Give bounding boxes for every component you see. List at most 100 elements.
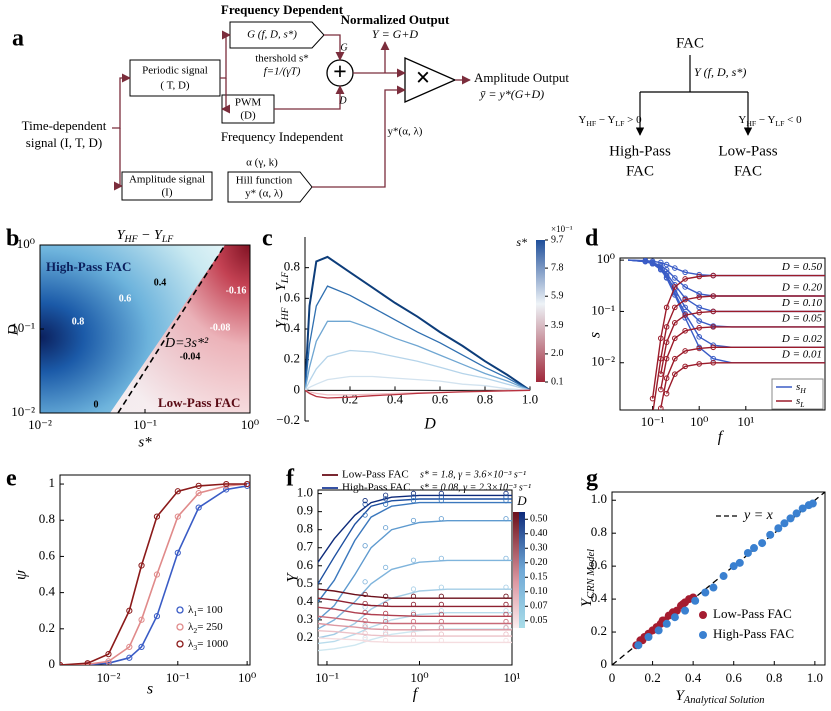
x-tick-label: 10⁰ (410, 670, 428, 685)
contour-label: 0 (94, 399, 99, 410)
contour-label: -0.04 (180, 351, 201, 362)
point (362, 543, 368, 549)
diagram-label: Hill function (236, 175, 293, 187)
point (682, 284, 688, 290)
line (305, 320, 530, 391)
line (660, 310, 825, 375)
point (644, 632, 653, 641)
point (383, 496, 389, 502)
legend-marker (699, 611, 707, 619)
diagram-label: Frequency Independent (221, 129, 344, 144)
x-axis-label: D (423, 416, 436, 433)
text-part: = 250 (197, 621, 223, 633)
diagram-label: Y = G+D (372, 27, 419, 41)
diagram-label: FAC (676, 35, 704, 51)
plot-frame (619, 257, 826, 411)
legend-label: λ1= 100 (188, 604, 223, 618)
y-tick-label: 0.2 (591, 623, 607, 638)
point (383, 625, 389, 631)
legend-label: λ2= 250 (188, 621, 223, 635)
point (362, 498, 368, 504)
legend-params: s* = 0.08, γ = 2.3×10⁻³ s⁻¹ (420, 482, 531, 493)
y-tick-label: 0.7 (297, 539, 314, 554)
point (362, 591, 368, 598)
line (305, 349, 530, 391)
legend-marker (176, 640, 184, 648)
point (634, 641, 643, 650)
point (774, 524, 783, 533)
point (503, 593, 509, 599)
colorbar-tick-label: 0.1 (551, 376, 564, 387)
text-part: < 0 (784, 114, 802, 126)
point (362, 600, 368, 607)
legend-label: High-Pass FAC (713, 626, 794, 641)
point (410, 517, 417, 524)
amplitude-box (121, 171, 213, 201)
chart-title: YHF − YLF (117, 228, 175, 245)
point (657, 405, 664, 410)
x-tick-label: 0.2 (342, 391, 358, 406)
text-part: λ (188, 638, 194, 650)
subscript: HF (280, 306, 291, 321)
point (672, 355, 678, 362)
point (438, 608, 444, 614)
x-tick-label: 1.0 (807, 670, 823, 685)
y-tick-label: 10⁻² (591, 354, 615, 369)
text-part: Y (117, 228, 127, 243)
x-tick-label: 10⁰ (690, 414, 708, 429)
point (410, 631, 417, 637)
x-tick-label: 0.8 (477, 391, 493, 406)
point (663, 304, 670, 311)
point (642, 258, 649, 265)
legend-marker (699, 631, 707, 639)
line (305, 285, 530, 391)
point (410, 557, 417, 563)
diagram-label: thershold s* (255, 53, 308, 65)
text-part: s (796, 381, 800, 393)
point (438, 498, 444, 504)
y-tick-label: 10⁻¹ (11, 320, 35, 335)
point (682, 276, 688, 282)
y-tick-label: 0.6 (297, 557, 314, 572)
point (410, 601, 417, 607)
colorbar-high (519, 512, 525, 628)
legend-box (771, 378, 824, 410)
point (709, 583, 718, 592)
point (654, 626, 663, 635)
point (682, 363, 688, 370)
text-part: Y (579, 597, 595, 607)
point (362, 630, 368, 636)
point (672, 320, 678, 326)
line (305, 375, 530, 391)
x-tick-label: 1.0 (522, 391, 538, 406)
x-tick-label: 10⁰ (241, 417, 259, 432)
curve-label: D = 0.05 (781, 312, 823, 324)
boundary-line (117, 244, 226, 414)
colorbar-tick-label: 0.05 (530, 615, 548, 626)
connector (274, 85, 345, 110)
point (438, 611, 444, 617)
point (410, 593, 417, 599)
curve-label: D = 0.01 (781, 348, 822, 360)
x-tick-label: 10⁻² (28, 417, 52, 432)
line (318, 498, 512, 585)
point (696, 273, 702, 280)
point (696, 334, 702, 340)
point (670, 613, 679, 622)
point (362, 618, 368, 624)
diagram-label: High-Pass (609, 143, 671, 159)
point (383, 637, 389, 644)
colorbar (536, 240, 545, 382)
text-part: λ (188, 621, 194, 633)
annotation: D=3s*² (164, 336, 209, 351)
connector (113, 128, 123, 191)
diagram-label: y* (α, λ) (245, 188, 283, 200)
point (503, 516, 509, 522)
point (663, 324, 670, 330)
subscript: L (799, 400, 804, 409)
y-axis-label: D (5, 324, 21, 336)
y-tick-label: 0.4 (284, 320, 301, 335)
point (438, 625, 444, 631)
colorbar-label: s* (516, 235, 527, 249)
point (691, 596, 700, 605)
